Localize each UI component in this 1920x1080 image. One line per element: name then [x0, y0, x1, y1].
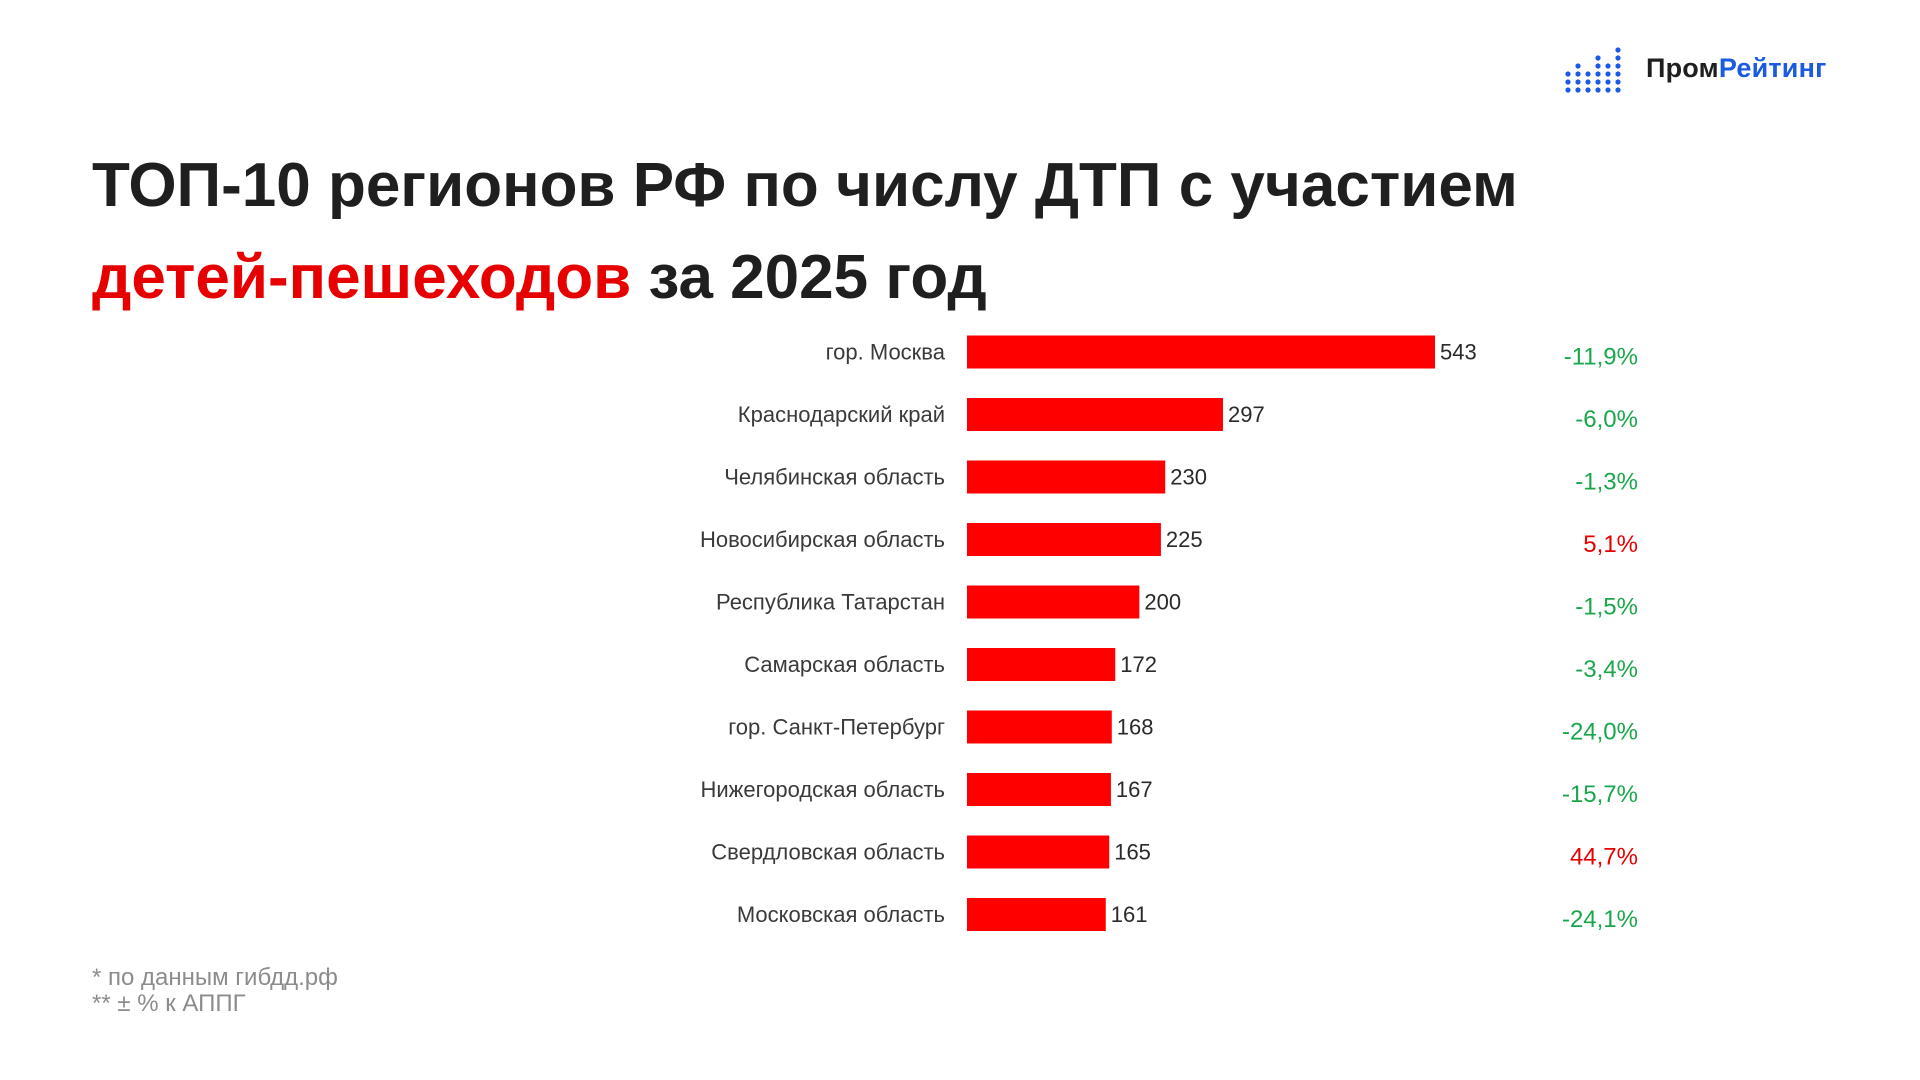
bar — [967, 898, 1106, 931]
bar — [967, 460, 1166, 494]
category-label: гор. Москва — [826, 340, 946, 365]
change-label: -24,1% — [1562, 906, 1638, 933]
value-label: 172 — [1120, 652, 1157, 677]
category-label: Новосибирская область — [700, 527, 945, 552]
category-label: Самарская область — [744, 652, 945, 677]
brand-name: ПромРейтинг — [1646, 53, 1827, 84]
footnote-source: * по данным гибдд.рф — [92, 964, 338, 991]
category-label: Свердловская область — [711, 840, 945, 865]
change-label: -6,0% — [1575, 406, 1638, 433]
value-label: 165 — [1114, 840, 1151, 865]
bar — [967, 585, 1140, 619]
brand-name-part1: Пром — [1646, 52, 1719, 83]
bar — [967, 335, 1435, 369]
bar — [967, 710, 1112, 744]
change-label: 5,1% — [1583, 531, 1638, 558]
category-label: Московская область — [737, 902, 945, 927]
brand-logo: ПромРейтинг — [1564, 40, 1827, 96]
category-label: Челябинская область — [724, 465, 945, 490]
change-label: -11,9% — [1564, 344, 1638, 371]
bar-chart: гор. Москва 543 -11,9% Краснодарский край 29… — [700, 335, 1638, 933]
change-label: -1,3% — [1575, 469, 1638, 496]
value-label: 225 — [1166, 527, 1203, 552]
value-label: 297 — [1228, 402, 1265, 427]
bar — [967, 648, 1116, 681]
bar — [967, 835, 1110, 869]
change-label: -24,0% — [1562, 719, 1638, 746]
value-label: 543 — [1440, 340, 1477, 365]
footnote-change-note: ** ± % к АППГ — [92, 990, 246, 1017]
title-line-1: ТОП-10 регионов РФ по числу ДТП с участи… — [92, 151, 1518, 220]
title-line-2-rest: за 2025 год — [631, 243, 987, 312]
change-label: -1,5% — [1575, 594, 1638, 621]
bar-dots-logo-icon — [1565, 47, 1621, 93]
category-label: Краснодарский край — [738, 402, 945, 427]
category-label: Нижегородская область — [700, 777, 945, 802]
value-label: 167 — [1116, 777, 1153, 802]
change-label: 44,7% — [1570, 844, 1638, 871]
bar — [967, 398, 1223, 431]
change-label: -15,7% — [1562, 781, 1638, 808]
page-title: ТОП-10 регионов РФ по числу ДТП с участи… — [92, 140, 1518, 324]
bar — [967, 523, 1161, 556]
value-label: 168 — [1117, 715, 1154, 740]
bar — [967, 773, 1111, 806]
value-label: 161 — [1111, 902, 1148, 927]
category-label: гор. Санкт-Петербург — [728, 715, 945, 740]
brand-name-part2: Рейтинг — [1718, 52, 1827, 83]
title-line-2: детей-пешеходов за 2025 год — [92, 232, 1518, 324]
footnotes: * по данным гибдд.рф ** ± % к АППГ — [92, 965, 338, 1017]
title-highlight: детей-пешеходов — [92, 243, 632, 312]
value-label: 200 — [1144, 590, 1181, 615]
value-label: 230 — [1170, 465, 1207, 490]
category-label: Республика Татарстан — [716, 590, 945, 615]
change-label: -3,4% — [1575, 656, 1638, 683]
